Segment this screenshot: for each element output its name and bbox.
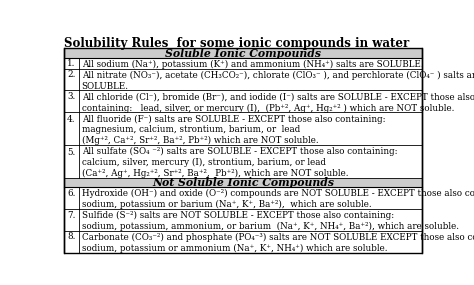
Bar: [64, 69, 422, 90]
Text: Solubility Rules  for some ionic compounds in water: Solubility Rules for some ionic compound…: [64, 37, 409, 50]
Text: Sulfide (S⁻²) salts are NOT SOLUBLE - EXCEPT those also containing:
sodium, pota: Sulfide (S⁻²) salts are NOT SOLUBLE - EX…: [82, 211, 459, 231]
Bar: [64, 48, 422, 58]
Bar: [64, 58, 422, 69]
Text: Carbonate (CO₃⁻²) and phosphate (PO₄⁻³) salts are NOT SOLUBLE EXCEPT those also : Carbonate (CO₃⁻²) and phosphate (PO₄⁻³) …: [82, 233, 474, 253]
Text: All sodium (Na⁺), potassium (K⁺) and ammonium (NH₄⁺) salts are SOLUBLE.: All sodium (Na⁺), potassium (K⁺) and amm…: [82, 60, 423, 69]
Text: 7.: 7.: [67, 211, 75, 220]
Text: All fluoride (F⁻) salts are SOLUBLE - EXCEPT those also containing:
magnesium, c: All fluoride (F⁻) salts are SOLUBLE - EX…: [82, 115, 385, 145]
Text: 6.: 6.: [67, 189, 75, 198]
Text: 3.: 3.: [67, 92, 75, 101]
Bar: [64, 187, 422, 209]
Text: 1.: 1.: [67, 58, 75, 68]
Text: Not Soluble Ionic Compounds: Not Soluble Ionic Compounds: [152, 177, 334, 188]
Text: All sulfate (SO₄ ⁻²) salts are SOLUBLE - EXCEPT those also containing:
calcium, : All sulfate (SO₄ ⁻²) salts are SOLUBLE -…: [82, 147, 397, 178]
Bar: [64, 231, 422, 253]
Bar: [64, 90, 422, 112]
Bar: [64, 209, 422, 231]
Text: 8.: 8.: [67, 233, 75, 241]
Bar: [64, 178, 422, 187]
Text: 4.: 4.: [67, 115, 76, 124]
Text: 2.: 2.: [67, 70, 75, 79]
Text: Soluble Ionic Compounds: Soluble Ionic Compounds: [165, 48, 321, 58]
Text: Hydroxide (OH⁻) and oxide (O⁻²) compounds are NOT SOLUBLE - EXCEPT those also co: Hydroxide (OH⁻) and oxide (O⁻²) compound…: [82, 189, 474, 209]
Bar: [64, 145, 422, 178]
Text: All nitrate (NO₃⁻), acetate (CH₃CO₂⁻), chlorate (ClO₃⁻ ), and perchlorate (ClO₄⁻: All nitrate (NO₃⁻), acetate (CH₃CO₂⁻), c…: [82, 71, 474, 91]
Text: All chloride (Cl⁻), bromide (Br⁻), and iodide (I⁻) salts are SOLUBLE - EXCEPT th: All chloride (Cl⁻), bromide (Br⁻), and i…: [82, 93, 474, 113]
Bar: [64, 112, 422, 145]
Text: 5.: 5.: [67, 148, 75, 157]
